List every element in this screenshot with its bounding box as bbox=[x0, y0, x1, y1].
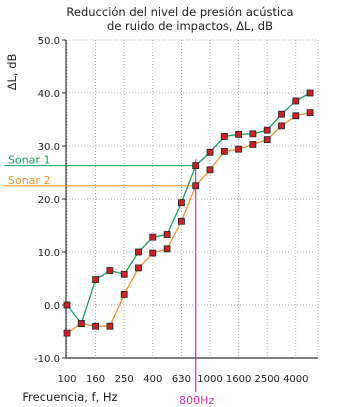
y-tick-label: -10.0 bbox=[34, 354, 60, 365]
data-point-marker bbox=[149, 233, 157, 241]
data-point-marker bbox=[177, 217, 185, 225]
data-point-marker bbox=[206, 148, 214, 156]
data-point-marker bbox=[206, 166, 214, 174]
data-point-marker bbox=[235, 130, 243, 138]
y-tick-label: 10.0 bbox=[38, 248, 60, 259]
data-point-marker bbox=[163, 245, 171, 253]
series-line bbox=[66, 92, 311, 325]
x-tick-label: 2500 bbox=[254, 374, 279, 385]
data-point-marker bbox=[163, 231, 171, 238]
x-tick-label: 630 bbox=[172, 374, 191, 385]
data-point-marker bbox=[306, 89, 314, 97]
y-axis-label: ΔL, dB bbox=[5, 54, 19, 91]
x-tick-label: 1000 bbox=[197, 374, 222, 385]
data-point-marker bbox=[249, 141, 257, 148]
x-tick-label: 1600 bbox=[226, 374, 251, 385]
data-point-marker bbox=[292, 97, 300, 105]
data-point-marker bbox=[177, 199, 185, 207]
x-axis-label: Frecuencia, f, Hz bbox=[22, 390, 117, 404]
data-point-marker bbox=[306, 109, 314, 117]
data-point-marker bbox=[235, 145, 243, 153]
chart-title-line-1: Reducción del nivel de presión acústica bbox=[66, 5, 293, 19]
data-point-marker bbox=[63, 329, 71, 337]
data-point-marker bbox=[278, 110, 285, 118]
x-tick-label: 160 bbox=[86, 374, 105, 385]
annotation-label: Sonar 1 bbox=[8, 154, 50, 167]
annotation-layer: Sonar 1 Sonar 2 800Hz bbox=[4, 154, 214, 407]
frequency-marker-label: 800Hz bbox=[179, 394, 214, 407]
data-point-marker bbox=[192, 182, 200, 190]
data-point-marker bbox=[263, 126, 271, 134]
data-point-marker bbox=[92, 322, 99, 330]
data-point-marker bbox=[249, 130, 257, 138]
series-layer bbox=[63, 89, 314, 337]
data-point-marker bbox=[149, 249, 157, 257]
data-point-marker bbox=[106, 267, 114, 274]
data-point-marker bbox=[92, 276, 99, 283]
x-tick-label: 100 bbox=[57, 374, 76, 385]
data-point-marker bbox=[63, 301, 71, 309]
data-point-marker bbox=[106, 322, 114, 330]
data-point-marker bbox=[135, 264, 142, 272]
y-tick-label: 50.0 bbox=[38, 36, 60, 47]
y-tick-label: 0.0 bbox=[44, 301, 60, 312]
data-point-marker bbox=[135, 248, 142, 256]
data-point-marker bbox=[292, 112, 300, 120]
data-point-marker bbox=[263, 136, 271, 144]
grid-layer bbox=[66, 39, 319, 358]
x-tick-label: 400 bbox=[143, 374, 162, 385]
data-point-marker bbox=[120, 270, 128, 278]
y-tick-label: 40.0 bbox=[38, 89, 60, 100]
axis-layer: -10.0 0.0 10.0 20.0 30.0 40.0 50.0 100 160 250 400… bbox=[34, 36, 318, 385]
data-point-marker bbox=[77, 320, 85, 327]
x-tick-label: 4000 bbox=[283, 374, 308, 385]
y-tick-label: 20.0 bbox=[38, 195, 60, 206]
data-point-marker bbox=[220, 133, 228, 140]
y-tick-label: 30.0 bbox=[38, 142, 60, 153]
x-tick-label: 250 bbox=[115, 374, 134, 385]
annotation-label: Sonar 2 bbox=[8, 174, 50, 187]
data-point-marker bbox=[220, 147, 228, 155]
data-point-marker bbox=[192, 162, 200, 170]
data-point-marker bbox=[120, 290, 128, 298]
data-point-marker bbox=[278, 122, 285, 130]
chart-title-line-2: de ruido de impactos, ΔL, dB bbox=[107, 19, 273, 33]
